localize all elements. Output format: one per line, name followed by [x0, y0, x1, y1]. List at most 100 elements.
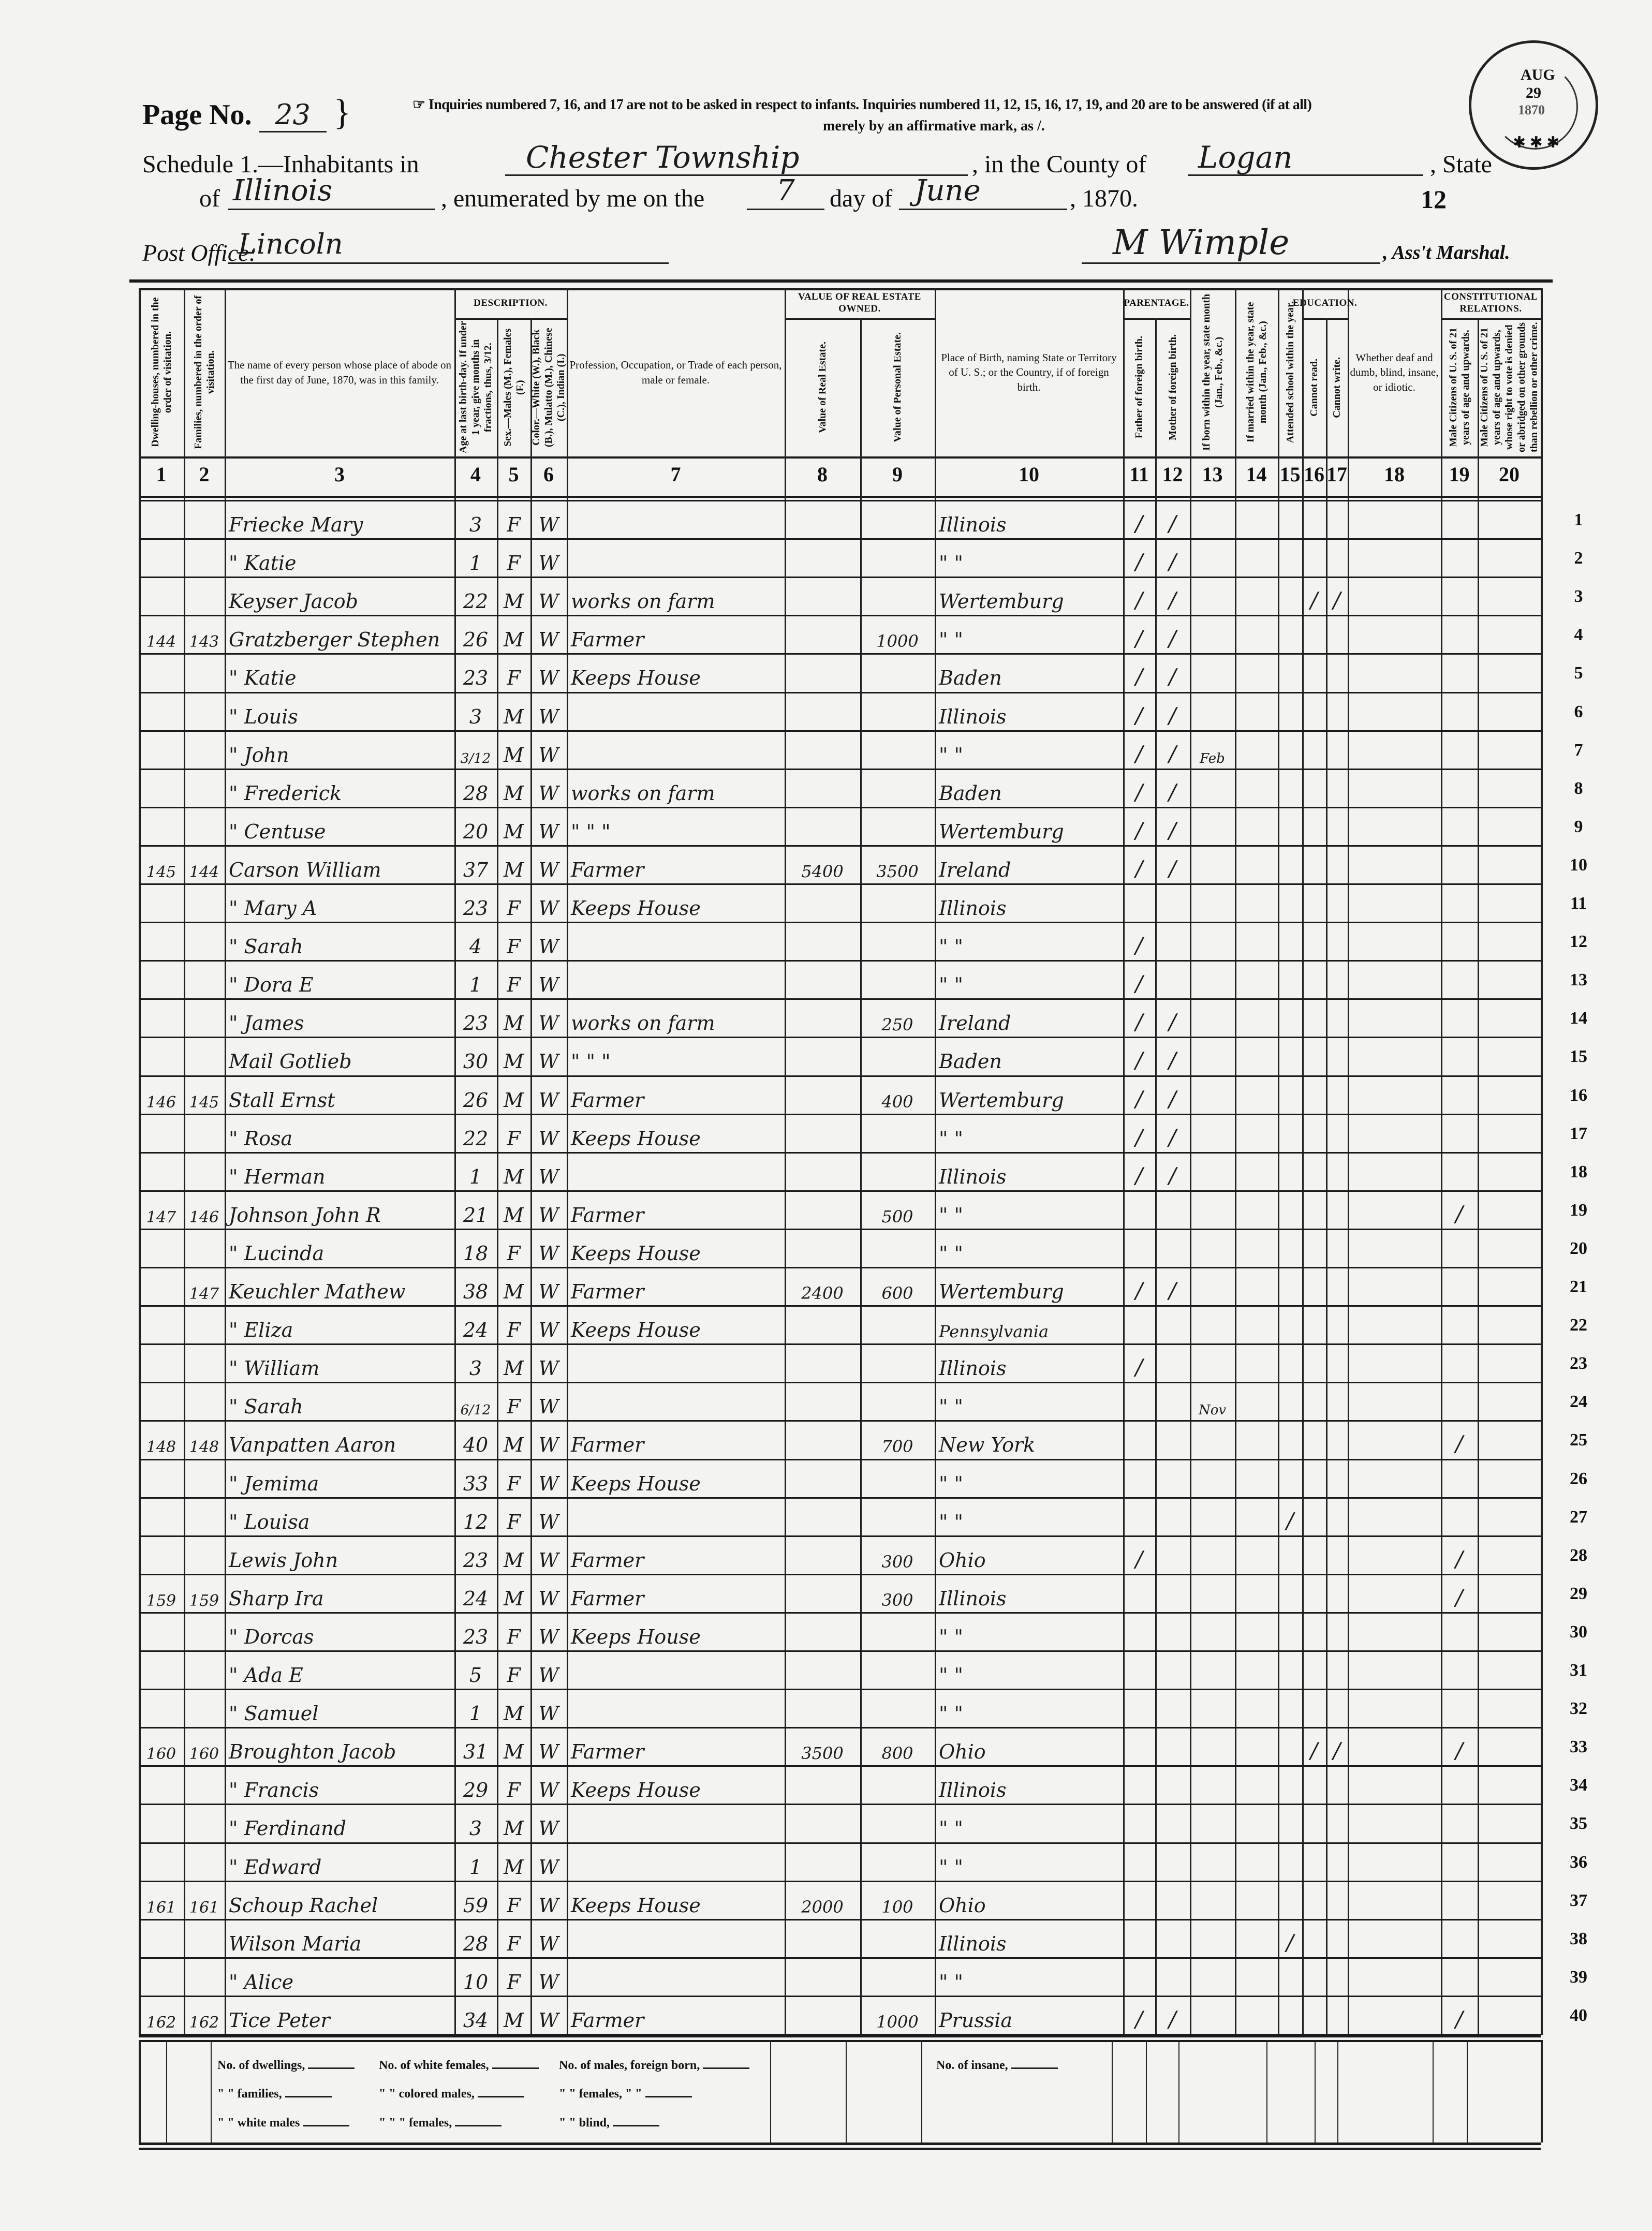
color: W — [538, 1625, 559, 1648]
mother-foreign-birth-mark: / — [1169, 779, 1176, 805]
color: W — [538, 1740, 559, 1764]
sex: M — [504, 1280, 524, 1304]
family-number: 144 — [189, 863, 219, 881]
birthplace: Baden — [939, 667, 1002, 690]
row-rule — [139, 1113, 1541, 1115]
line-number: 23 — [1570, 1354, 1587, 1373]
footer-blind-label: " " blind, — [559, 2116, 610, 2130]
sex: F — [507, 897, 521, 920]
age: 18 — [463, 1242, 489, 1265]
group-divider — [454, 318, 567, 320]
age: 1 — [469, 1855, 482, 1879]
column-header-label: Attended school within the year. — [1284, 301, 1296, 444]
birthplace: Ohio — [939, 1548, 986, 1572]
cannot-write-mark: / — [1333, 1738, 1341, 1764]
birthplace: Illinois — [939, 1357, 1007, 1380]
row-rule — [139, 538, 1541, 540]
age: 26 — [463, 1088, 489, 1112]
page-label: Page No. — [142, 99, 252, 131]
age: 3/12 — [460, 750, 491, 766]
occupation: Farmer — [571, 1587, 644, 1610]
color: W — [538, 1165, 559, 1188]
father-foreign-birth-mark: / — [1135, 741, 1143, 766]
line-number: 5 — [1574, 663, 1583, 683]
column-number: 10 — [1019, 463, 1039, 486]
age: 21 — [463, 1203, 489, 1227]
row-rule — [139, 1497, 1541, 1499]
birthplace: " " — [939, 552, 964, 575]
column-header-real-estate-value: Value of Real Estate. — [785, 318, 860, 456]
footer-dwellings: No. of dwellings, — [217, 2059, 355, 2073]
age: 20 — [463, 820, 489, 843]
row-rule — [139, 960, 1541, 962]
row-rule — [139, 1228, 1541, 1230]
row-rule — [139, 1267, 1541, 1268]
age: 28 — [463, 1932, 489, 1955]
number-row-border — [139, 496, 1541, 498]
column-header-label: Profession, Occupation, or Trade of each… — [569, 359, 782, 386]
mother-foreign-birth-mark: / — [1169, 741, 1176, 766]
person-name: " Rosa — [229, 1127, 293, 1150]
row-rule — [139, 1612, 1541, 1614]
column-number: 2 — [199, 463, 210, 486]
occupation: Farmer — [571, 1088, 644, 1112]
footer-rule — [1433, 2040, 1434, 2143]
born-within-year: Nov — [1198, 1402, 1227, 1419]
row-rule — [139, 615, 1541, 617]
row-rule — [139, 806, 1541, 808]
occupation: " " " — [571, 820, 611, 843]
person-name: Johnson John R — [229, 1203, 381, 1227]
person-name: Gratzberger Stephen — [229, 628, 440, 652]
color: W — [538, 897, 559, 920]
line-number: 38 — [1570, 1929, 1587, 1948]
father-foreign-birth-mark: / — [1135, 971, 1143, 997]
footer-rule — [1178, 2040, 1179, 2143]
male-citizen-mark: / — [1455, 1584, 1463, 1610]
column-header-label: Color.—White (W.), Black (B.), Mulatto (… — [530, 328, 567, 447]
column-header-label: Age at last birth-day. If under 1 year, … — [458, 321, 494, 454]
color: W — [538, 743, 559, 766]
family-number: 148 — [189, 1438, 219, 1457]
line-number: 7 — [1574, 740, 1583, 760]
birthplace: " " — [939, 1127, 964, 1150]
line-number: 20 — [1570, 1238, 1587, 1258]
footer-families: " " families, — [217, 2087, 332, 2101]
row-rule — [139, 998, 1541, 1000]
footer-rule — [846, 2040, 847, 2143]
row-rule — [139, 1420, 1541, 1422]
column-rule — [567, 288, 568, 2035]
sex: M — [504, 1702, 524, 1725]
male-citizen-mark: / — [1455, 2006, 1463, 2032]
father-foreign-birth-mark: / — [1135, 1354, 1143, 1380]
column-header-label: Cannot write. — [1331, 357, 1343, 418]
occupation: Keeps House — [571, 1894, 701, 1917]
birthplace: " " — [939, 935, 964, 958]
column-header-deaf-blind-insane: Whether deaf and dumb, blind, insane, or… — [1348, 288, 1441, 456]
age: 23 — [463, 667, 489, 690]
mother-foreign-birth-mark: / — [1169, 1124, 1176, 1150]
row-rule — [139, 730, 1541, 732]
column-header-born-within-year: If born within the year, state month (Ja… — [1190, 288, 1235, 456]
column-rule — [184, 288, 185, 2035]
footer-colored-females-label: " " " females, — [379, 2116, 452, 2130]
line-number: 4 — [1574, 625, 1583, 645]
occupation: Keeps House — [571, 1625, 701, 1648]
row-rule — [139, 1689, 1541, 1691]
color: W — [538, 1088, 559, 1112]
line-number: 33 — [1570, 1737, 1587, 1757]
cannot-read-mark: / — [1310, 587, 1318, 613]
column-header-label: Sex.—Males (M.), Females (F.) — [502, 328, 526, 447]
sex: F — [507, 513, 521, 537]
row-rule — [139, 1995, 1541, 1997]
line-number: 39 — [1570, 1967, 1587, 1987]
line-number: 6 — [1574, 702, 1583, 721]
footer-white-males-label: " " white males — [217, 2116, 300, 2130]
age: 5 — [469, 1664, 482, 1687]
personal-estate-value: 300 — [881, 1590, 913, 1610]
sex: M — [504, 858, 524, 881]
post-office-label: Post Office: — [142, 240, 257, 266]
footer-rule — [139, 2040, 141, 2143]
father-foreign-birth-mark: / — [1135, 626, 1143, 652]
column-header-label: The name of every person whose place of … — [227, 359, 452, 386]
mother-foreign-birth-mark: / — [1169, 855, 1176, 881]
